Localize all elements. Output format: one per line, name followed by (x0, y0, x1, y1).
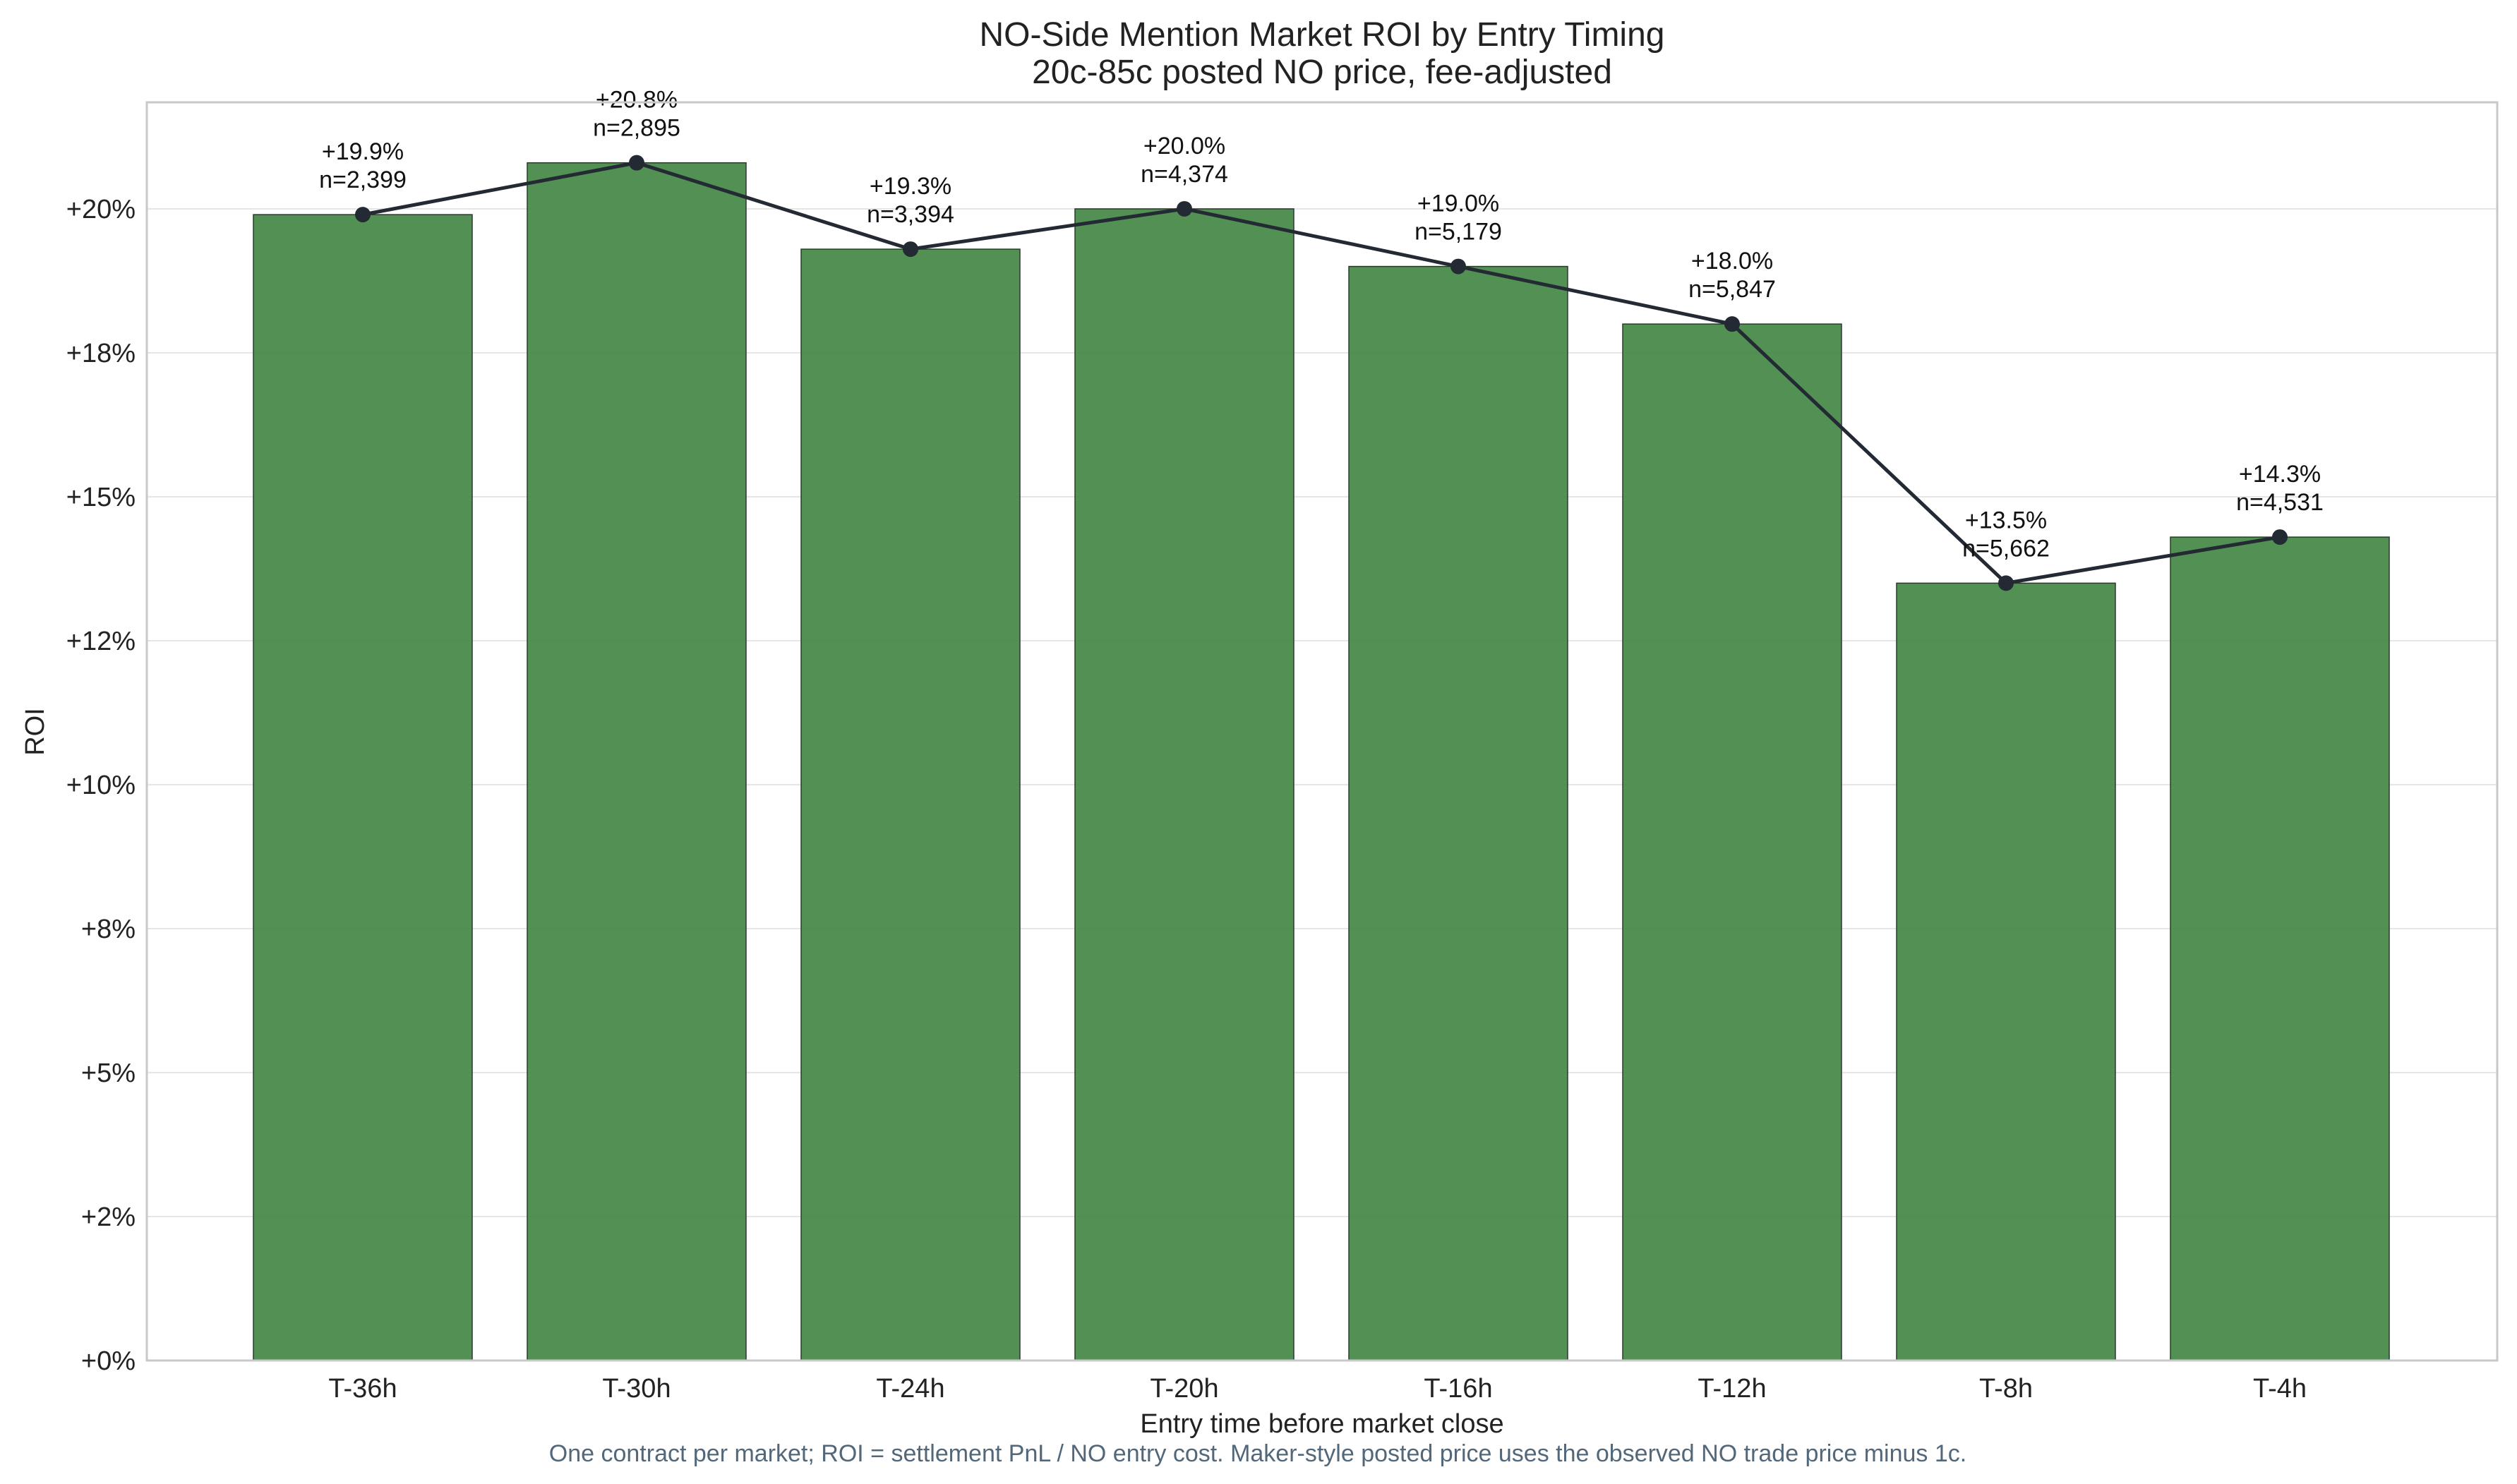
bar (1896, 582, 2116, 1361)
bar (527, 162, 747, 1361)
value-label: +20.8% (596, 87, 678, 114)
y-tick-label: +0% (81, 1346, 136, 1376)
bar (253, 214, 473, 1361)
count-label: n=5,847 (1688, 276, 1776, 303)
y-tick-label: +2% (81, 1202, 136, 1232)
grid-layer (147, 207, 2497, 1361)
x-tick-label: T-4h (2253, 1374, 2307, 1404)
bar (1348, 265, 1568, 1361)
count-label: n=4,531 (2236, 489, 2324, 516)
x-tick-label: T-8h (1979, 1374, 2033, 1404)
value-label: +14.3% (2239, 461, 2321, 488)
value-label: +20.0% (1143, 133, 1225, 159)
axis-layer: +0% +2% +5% +8% +10% +12% +15% +18% +20% T-36h T-3… (66, 195, 2307, 1404)
x-tick-label: T-24h (876, 1374, 944, 1404)
line-point (629, 155, 644, 171)
line-point (903, 241, 918, 258)
y-tick-label: +18% (66, 339, 136, 368)
value-label: +18.0% (1691, 248, 1773, 275)
label-layer: +19.9%n=2,399 +20.8%n=2,895 +19.3%n=3,394 +… (319, 87, 2324, 562)
x-axis-label: Entry time before market close (1140, 1409, 1503, 1439)
bar (1622, 323, 1842, 1361)
x-tick-label: T-16h (1424, 1374, 1492, 1404)
y-tick-label: +10% (66, 771, 136, 800)
y-tick-label: +20% (66, 195, 136, 224)
value-label: +19.0% (1417, 191, 1499, 217)
chart-subtitle: 20c-85c posted NO price, fee-adjusted (1032, 54, 1612, 91)
y-tick-label: +8% (81, 915, 136, 944)
value-label: +19.9% (322, 138, 404, 165)
line-point (2272, 529, 2288, 545)
plot-frame (145, 101, 2499, 1362)
bar-layer (253, 162, 2390, 1361)
count-label: n=2,895 (593, 115, 680, 142)
bar (800, 248, 1021, 1361)
count-label: n=4,374 (1141, 161, 1228, 188)
line-point (1998, 575, 2014, 591)
y-tick-label: +12% (66, 627, 136, 656)
line-point (355, 207, 371, 223)
bar (2170, 536, 2390, 1361)
x-tick-label: T-12h (1698, 1374, 1766, 1404)
line-point (1177, 200, 1192, 217)
count-label: n=5,662 (1962, 535, 2050, 562)
line-layer (355, 155, 2288, 591)
line-point (1724, 316, 1740, 332)
bar (1074, 208, 1294, 1361)
roi-trend-line (362, 161, 2281, 586)
count-label: n=5,179 (1414, 219, 1502, 246)
footnote: One contract per market; ROI = settlemen… (549, 1440, 1966, 1467)
line-point (1450, 258, 1466, 275)
y-tick-label: +5% (81, 1058, 136, 1088)
y-axis-label: ROI (20, 708, 50, 756)
count-label: n=3,394 (867, 201, 954, 228)
y-tick-label: +15% (66, 483, 136, 512)
value-label: +13.5% (1965, 507, 2047, 533)
x-tick-label: T-20h (1150, 1374, 1218, 1404)
x-tick-label: T-30h (602, 1374, 671, 1404)
x-tick-label: T-36h (328, 1374, 397, 1404)
chart-title: NO-Side Mention Market ROI by Entry Timi… (980, 16, 1665, 54)
count-label: n=2,399 (319, 167, 407, 193)
value-label: +19.3% (870, 173, 951, 200)
